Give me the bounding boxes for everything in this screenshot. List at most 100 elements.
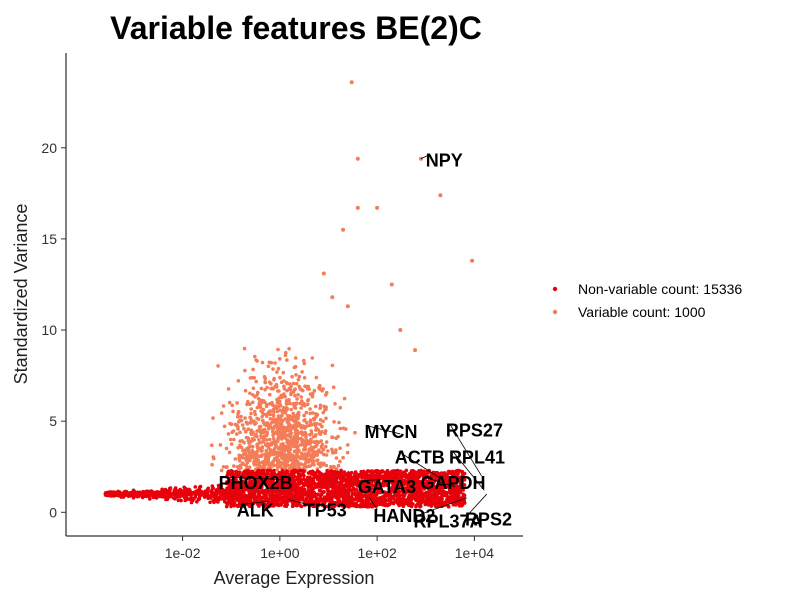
- variable-point: [333, 402, 337, 406]
- non-variable-point: [340, 480, 344, 485]
- non-variable-point: [189, 500, 194, 505]
- non-variable-point: [128, 493, 133, 498]
- non-variable-point: [151, 495, 156, 500]
- non-variable-point: [284, 502, 288, 507]
- variable-point: [280, 393, 284, 398]
- non-variable-point: [423, 502, 428, 507]
- non-variable-point: [432, 474, 437, 479]
- variable-point: [237, 456, 241, 461]
- variable-point: [338, 426, 343, 431]
- variable-point: [286, 420, 291, 425]
- non-variable-point: [302, 493, 306, 497]
- non-variable-point: [379, 496, 384, 501]
- non-variable-point: [367, 504, 371, 509]
- non-variable-point: [429, 498, 434, 502]
- non-variable-point: [408, 472, 413, 477]
- variable-point: [305, 438, 309, 443]
- variable-point: [286, 453, 291, 458]
- variable-point: [293, 462, 298, 467]
- non-variable-point: [415, 502, 420, 506]
- variable-point: [238, 439, 242, 444]
- variable-point: [315, 453, 320, 457]
- non-variable-point: [270, 472, 275, 476]
- variable-point: [286, 456, 291, 460]
- variable-point: [235, 401, 239, 405]
- variable-point: [233, 457, 238, 461]
- variable-point: [248, 391, 252, 396]
- variable-point: [272, 463, 277, 468]
- variable-point: [225, 465, 229, 469]
- variable-point: [312, 388, 317, 393]
- non-variable-point: [336, 484, 340, 489]
- non-variable-point: [244, 487, 249, 492]
- variable-point: [281, 370, 286, 375]
- non-variable-point: [358, 480, 363, 484]
- non-variable-point: [237, 480, 241, 485]
- non-variable-point: [374, 481, 378, 485]
- non-variable-point: [364, 471, 368, 476]
- gene-label: NPY: [426, 151, 463, 171]
- variable-point: [308, 439, 313, 443]
- variable-point: [256, 417, 261, 422]
- non-variable-point: [387, 502, 392, 507]
- non-variable-point: [353, 480, 357, 484]
- non-variable-point: [184, 494, 189, 498]
- variable-point: [262, 434, 267, 438]
- non-variable-point: [311, 500, 315, 505]
- non-variable-point: [355, 477, 360, 481]
- variable-point: [273, 384, 278, 389]
- non-variable-point: [385, 498, 390, 503]
- variable-point: [286, 463, 291, 468]
- non-variable-point: [235, 494, 240, 498]
- non-variable-point: [257, 490, 261, 494]
- variable-point: [249, 421, 253, 425]
- non-variable-point: [168, 486, 173, 490]
- legend-marker-non-variable: [552, 286, 558, 292]
- variable-point: [296, 393, 300, 397]
- variable-point: [279, 455, 284, 460]
- legend-marker-variable: [552, 309, 558, 315]
- variable-point: [315, 422, 320, 426]
- variable-point: [303, 432, 307, 437]
- variable-point: [245, 454, 249, 458]
- non-variable-point: [420, 499, 425, 504]
- non-variable-point: [331, 469, 335, 474]
- non-variable-point: [459, 474, 464, 479]
- non-variable-point: [350, 495, 354, 500]
- non-variable-point: [106, 493, 111, 497]
- data-points: [103, 80, 475, 509]
- variable-point: [262, 375, 267, 379]
- non-variable-point: [230, 493, 235, 498]
- variable-point: [226, 387, 231, 391]
- variable-point: [302, 452, 307, 456]
- non-variable-point: [389, 489, 394, 494]
- non-variable-point: [322, 475, 327, 480]
- variable-point: [326, 449, 330, 453]
- variable-point: [301, 388, 305, 393]
- variable-point: [281, 426, 285, 430]
- variable-point: [288, 433, 293, 438]
- variable-point: [338, 405, 343, 410]
- non-variable-point: [400, 489, 405, 493]
- variable-point: [269, 421, 274, 425]
- non-variable-point: [223, 499, 227, 504]
- non-variable-point: [274, 496, 278, 500]
- non-variable-point: [418, 504, 422, 509]
- non-variable-point: [331, 477, 336, 482]
- variable-point: [321, 387, 325, 391]
- variable-point: [249, 444, 254, 449]
- non-variable-point: [439, 471, 444, 475]
- variable-point: [268, 392, 272, 397]
- non-variable-point: [227, 491, 231, 495]
- variable-point: [282, 408, 287, 412]
- variable-point-outlier: [375, 205, 380, 210]
- non-variable-point: [165, 491, 169, 496]
- variable-point: [290, 374, 294, 379]
- variable-point: [228, 437, 233, 442]
- non-variable-point: [350, 482, 354, 486]
- variable-point: [242, 426, 246, 431]
- variable-point: [321, 410, 326, 415]
- non-variable-point: [256, 474, 260, 478]
- non-variable-point: [415, 475, 419, 480]
- non-variable-point: [262, 502, 267, 506]
